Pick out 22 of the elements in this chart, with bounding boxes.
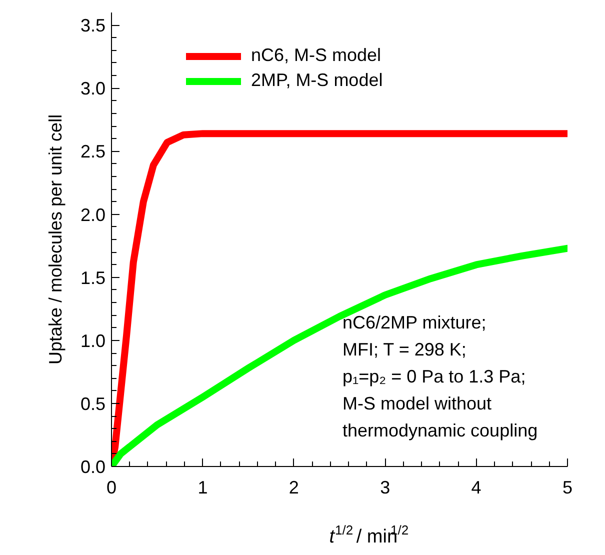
legend-label: nC6, M-S model [251, 45, 382, 66]
x-tick-label: 0 [106, 478, 117, 498]
annotation: p₁=p₂ = 0 Pa to 1.3 Pa; [342, 366, 526, 386]
y-tick-label: 0.0 [80, 457, 106, 477]
annotation: M-S model without [342, 394, 492, 414]
y-tick-label: 0.5 [80, 394, 106, 414]
y-tick-label: 2.5 [80, 142, 106, 162]
y-tick-label: 3.0 [80, 78, 106, 99]
annotation: thermodynamic coupling [342, 420, 538, 440]
x-tick-label: 5 [562, 478, 573, 498]
annotation: nC6/2MP mixture; [342, 312, 486, 332]
x-tick-label: 1 [198, 478, 208, 498]
x-tick-label: 2 [288, 478, 299, 498]
y-tick-label: 2.0 [80, 204, 106, 225]
y-tick-label: 3.5 [80, 16, 106, 36]
legend-label: 2MP, M-S model [251, 70, 383, 91]
x-tick-label: 3 [380, 478, 390, 498]
annotation: MFI; T = 298 K; [342, 340, 466, 360]
y-axis-title: Uptake / molecules per unit cell [45, 114, 66, 365]
y-tick-label: 1.0 [80, 330, 106, 351]
x-tick-label: 4 [471, 478, 482, 498]
y-tick-label: 1.5 [80, 268, 106, 288]
